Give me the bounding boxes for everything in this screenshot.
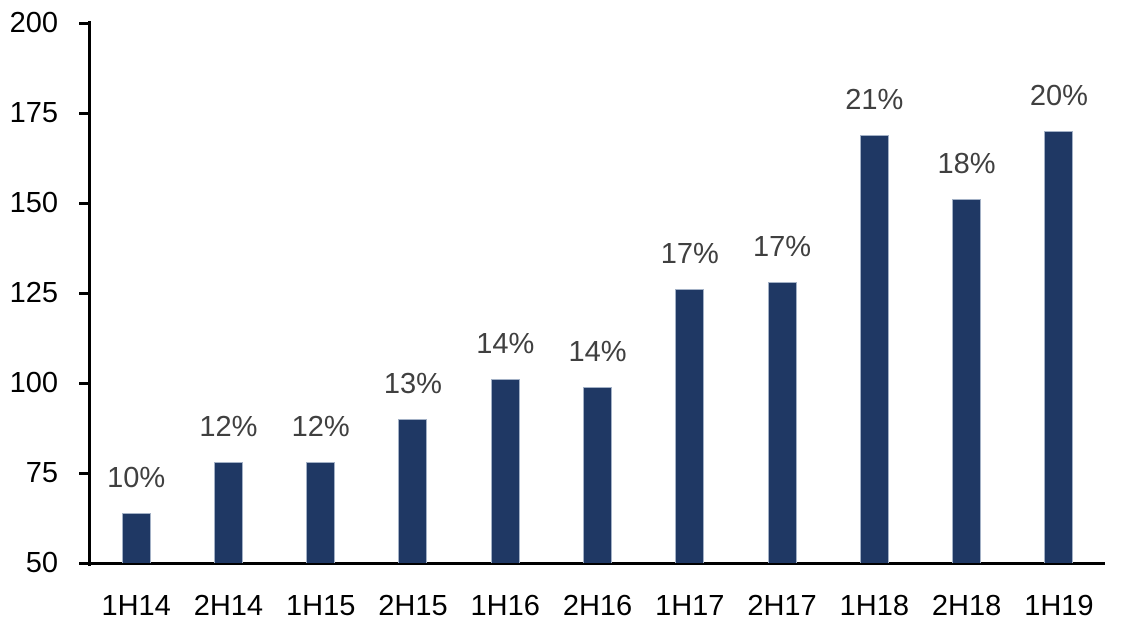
y-tick-mark-75 xyxy=(79,472,90,475)
x-tick-label-1H16: 1H16 xyxy=(470,590,540,622)
bar-1H18 xyxy=(859,134,889,563)
bar-value-label-1H18: 21% xyxy=(845,83,904,116)
bar-2H18 xyxy=(952,199,982,563)
y-tick-label-175: 175 xyxy=(9,97,58,129)
x-tick-label-2H18: 2H18 xyxy=(931,590,1002,622)
bar-value-label-2H14: 12% xyxy=(199,411,258,444)
bar-value-label-2H15: 13% xyxy=(383,368,442,400)
x-tick-label-1H17: 1H17 xyxy=(655,590,725,622)
bar-1H16 xyxy=(490,379,520,563)
bar-value-label-2H18: 18% xyxy=(937,148,996,181)
y-tick-label-200: 200 xyxy=(9,7,58,39)
y-tick-mark-100 xyxy=(79,382,90,385)
bar-2H14 xyxy=(213,462,243,563)
bar-1H19 xyxy=(1044,131,1074,563)
y-tick-label-75: 75 xyxy=(25,457,58,489)
y-tick-label-125: 125 xyxy=(9,277,58,309)
x-tick-label-1H19: 1H19 xyxy=(1024,590,1094,622)
bar-value-label-1H16: 14% xyxy=(476,328,535,361)
x-tick-label-2H17: 2H17 xyxy=(747,590,817,622)
bar-1H14 xyxy=(121,512,151,563)
x-tick-label-1H18: 1H18 xyxy=(839,590,909,622)
y-tick-mark-125 xyxy=(79,292,90,295)
x-tick-label-1H14: 1H14 xyxy=(101,590,171,622)
bar-1H15 xyxy=(306,462,336,563)
bar-value-label-1H19: 20% xyxy=(1029,80,1088,112)
bar-2H15 xyxy=(398,419,428,563)
bar-value-label-1H15: 12% xyxy=(291,411,350,444)
y-tick-mark-175 xyxy=(79,112,90,115)
bar-2H17 xyxy=(767,282,797,563)
bar-value-label-1H14: 10% xyxy=(107,461,166,494)
bar-1H17 xyxy=(675,289,705,563)
x-tick-label-2H14: 2H14 xyxy=(193,590,264,622)
x-axis-line xyxy=(79,562,1105,565)
x-tick-label-2H15: 2H15 xyxy=(378,590,448,622)
y-tick-label-100: 100 xyxy=(9,367,58,399)
y-tick-mark-200 xyxy=(79,22,90,25)
x-tick-label-1H15: 1H15 xyxy=(286,590,356,622)
y-tick-label-50: 50 xyxy=(25,547,58,579)
bar-value-label-2H16: 14% xyxy=(568,335,627,368)
bar-value-label-2H17: 17% xyxy=(753,231,812,264)
x-tick-label-2H16: 2H16 xyxy=(562,590,633,622)
bar-2H16 xyxy=(583,386,612,563)
bar-value-label-1H17: 17% xyxy=(660,238,719,271)
y-tick-label-150: 150 xyxy=(9,187,58,219)
y-tick-mark-150 xyxy=(79,202,90,205)
